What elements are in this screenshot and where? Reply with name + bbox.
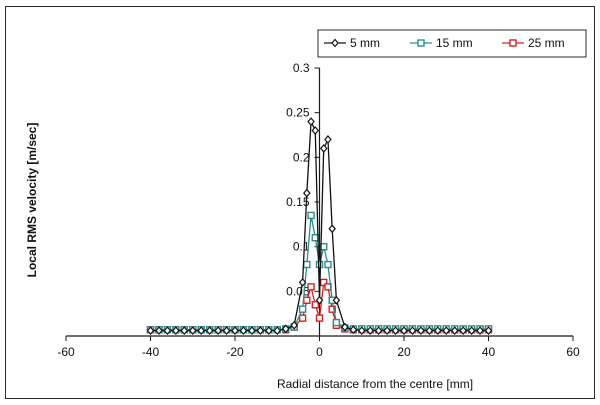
y-tick-label: 0.2: [293, 150, 310, 164]
data-point-5mm: [180, 326, 189, 336]
x-tick-label: 60: [566, 345, 580, 359]
data-point-5mm: [324, 135, 332, 144]
legend-swatch-marker: [417, 39, 425, 47]
data-point-5mm: [197, 326, 205, 336]
legend-box: [317, 29, 587, 58]
y-tick-label: 0.1: [293, 240, 310, 254]
legend: 5 mm 15 mm 25 mm: [317, 29, 587, 58]
data-point-5mm: [408, 326, 417, 336]
data-point-25mm: [303, 296, 311, 304]
data-point-5mm: [391, 326, 400, 336]
data-point-5mm: [400, 326, 408, 336]
data-point-15mm: [324, 260, 332, 269]
data-point-5mm: [273, 326, 282, 336]
legend-swatch-marker: [331, 38, 339, 48]
x-tick-label: -20: [226, 345, 244, 359]
x-tick-label: 40: [482, 345, 496, 359]
data-point-5mm: [425, 326, 434, 336]
data-point-25mm: [315, 314, 324, 322]
data-point-5mm: [357, 326, 366, 336]
data-point-5mm: [248, 326, 256, 336]
legend-label: 25 mm: [528, 36, 565, 50]
data-point-5mm: [155, 326, 163, 336]
data-point-15mm: [307, 211, 315, 220]
legend-item-5mm: 5 mm: [324, 36, 380, 50]
data-point-5mm: [239, 326, 248, 336]
legend-item-15mm: 15 mm: [410, 36, 473, 50]
data-point-5mm: [214, 326, 222, 336]
chart-frame: [5, 6, 595, 399]
data-point-5mm: [311, 126, 320, 135]
data-point-5mm: [476, 326, 484, 336]
data-point-5mm: [434, 326, 442, 336]
x-tick-label: 0: [316, 345, 323, 359]
data-point-5mm: [459, 326, 467, 336]
data-point-5mm: [417, 326, 425, 336]
data-point-15mm: [332, 318, 341, 327]
data-point-5mm: [484, 326, 493, 336]
data-point-25mm: [328, 305, 336, 313]
data-point-5mm: [319, 143, 328, 153]
data-point-15mm: [315, 260, 324, 269]
data-point-25mm: [307, 283, 315, 291]
data-point-5mm: [383, 326, 391, 336]
y-tick-label: 0.05: [286, 284, 310, 298]
data-point-5mm: [205, 326, 214, 336]
data-point-5mm: [332, 295, 341, 305]
x-tick-label: -40: [142, 345, 160, 359]
data-point-5mm: [349, 325, 358, 335]
data-point-15mm: [298, 305, 307, 313]
data-point-5mm: [281, 324, 290, 334]
data-point-5mm: [328, 224, 336, 234]
data-point-5mm: [442, 326, 451, 336]
data-point-5mm: [256, 326, 265, 336]
data-point-5mm: [374, 326, 383, 336]
x-axis-title: Radial distance from the centre [mm]: [277, 377, 473, 391]
series-layer: [146, 117, 493, 336]
x-tick-label: -60: [57, 345, 75, 359]
data-point-5mm: [172, 326, 180, 336]
data-point-5mm: [341, 322, 349, 332]
data-point-5mm: [303, 188, 311, 198]
series-5mm: [146, 117, 493, 336]
data-point-5mm: [467, 326, 476, 336]
data-point-15mm: [303, 260, 311, 269]
data-point-5mm: [450, 326, 459, 336]
data-point-5mm: [222, 326, 231, 336]
y-tick-label: 0.15: [286, 195, 310, 209]
data-point-5mm: [315, 295, 324, 305]
legend-item-25mm: 25 mm: [502, 36, 565, 50]
data-point-5mm: [231, 326, 239, 336]
legend-swatch-marker: [509, 39, 517, 47]
data-point-5mm: [298, 277, 307, 287]
x-tick-label: 20: [397, 345, 411, 359]
data-point-25mm: [298, 314, 307, 322]
data-point-5mm: [366, 326, 374, 336]
data-point-5mm: [307, 117, 315, 127]
data-point-25mm: [320, 278, 328, 287]
data-point-5mm: [146, 326, 155, 336]
legend-label: 5 mm: [350, 36, 380, 50]
data-point-5mm: [290, 320, 298, 330]
y-tick-label: 0.25: [286, 106, 310, 120]
y-axis-title: Local RMS velocity [m/sec]: [25, 123, 39, 278]
y-tick-label: 0.3: [293, 61, 310, 75]
data-point-5mm: [163, 326, 172, 336]
data-point-5mm: [188, 326, 197, 336]
data-point-25mm: [311, 301, 319, 309]
legend-label: 15 mm: [436, 36, 473, 50]
data-point-5mm: [265, 326, 273, 336]
